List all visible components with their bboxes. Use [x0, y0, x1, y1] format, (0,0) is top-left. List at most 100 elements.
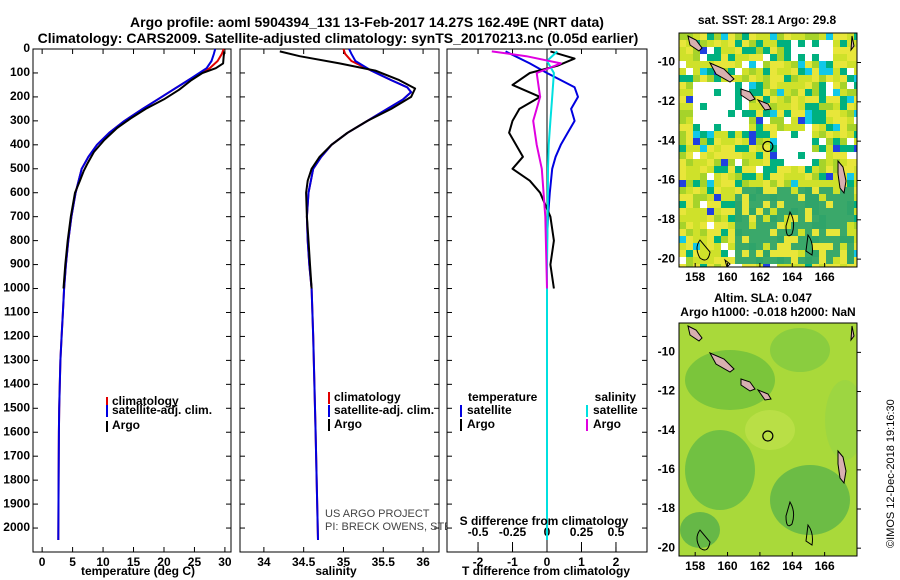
- x-tick-label: 1: [578, 555, 585, 569]
- sst-cell: [777, 124, 784, 131]
- salinity-x-axis: 34 34.5 35 35.5 36: [257, 49, 430, 569]
- sst-cell: [749, 61, 756, 68]
- sst-cell: [693, 33, 700, 40]
- sst-cell: [749, 236, 756, 243]
- sst-cell: [700, 152, 707, 159]
- sst-cell: [826, 201, 833, 208]
- x-tick-label: 30: [218, 555, 232, 569]
- sst-cell: [721, 236, 728, 243]
- sst-cell: [840, 257, 847, 264]
- sst-cell: [819, 264, 826, 267]
- sst-cell: [770, 40, 777, 47]
- sst-cell: [833, 166, 840, 173]
- sst-cell: [756, 54, 763, 61]
- sst-cell: [742, 131, 749, 138]
- sst-cell: [735, 257, 742, 264]
- sst-cell: [840, 110, 847, 117]
- map-x-tick-label: 166: [815, 270, 835, 284]
- sst-cell: [805, 264, 812, 267]
- sst-cell: [679, 257, 686, 264]
- map-x-tick-label: 158: [685, 559, 705, 573]
- sst-cell: [784, 82, 791, 89]
- sst-cell: [742, 68, 749, 75]
- sst-cell: [805, 180, 812, 187]
- sst-cell: [693, 159, 700, 166]
- sst-cell: [714, 33, 721, 40]
- sst-cell: [693, 180, 700, 187]
- sst-cell: [686, 208, 693, 215]
- sst-cell: [791, 82, 798, 89]
- sst-cell: [756, 180, 763, 187]
- sst-cell: [854, 194, 857, 201]
- sst-cell: [749, 117, 756, 124]
- sst-cell: [756, 138, 763, 145]
- sst-cell: [686, 75, 693, 82]
- sst-cell: [714, 222, 721, 229]
- sst-cell: [791, 208, 798, 215]
- sst-cell: [777, 264, 784, 267]
- sst-cell: [805, 250, 812, 257]
- sst-cell: [798, 187, 805, 194]
- sst-cell: [749, 89, 756, 96]
- sst-cell: [798, 250, 805, 257]
- sal-legend-argo-label: Argo: [334, 417, 362, 431]
- imos-credit: ©IMOS 12-Dec-2018 19:16:30: [885, 399, 897, 548]
- depth-tick-label: 1300: [3, 353, 30, 367]
- sst-cell: [784, 75, 791, 82]
- depth-tick-label: 100: [10, 65, 30, 79]
- sst-cell: [707, 173, 714, 180]
- sst-cell: [693, 243, 700, 250]
- sst-cell: [840, 75, 847, 82]
- sst-cell: [777, 243, 784, 250]
- sst-cell: [749, 82, 756, 89]
- sst-cell: [833, 33, 840, 40]
- sst-cell: [686, 124, 693, 131]
- sst-cell: [721, 243, 728, 250]
- sst-cell: [798, 61, 805, 68]
- depth-axis: 0 100 200 300 400 500 600 700 800 900 1000 1100 1200…: [3, 41, 231, 534]
- island-shape: [687, 35, 703, 52]
- sst-cell: [693, 103, 700, 110]
- sst-cell: [749, 208, 756, 215]
- sst-cell: [763, 194, 770, 201]
- sst-cell: [812, 124, 819, 131]
- sst-cell: [798, 180, 805, 187]
- sst-cell: [721, 145, 728, 152]
- sst-cell: [812, 33, 819, 40]
- sst-cell: [714, 257, 721, 264]
- map-y-tick-label: -14: [658, 133, 676, 147]
- sst-cell: [819, 47, 826, 54]
- sst-cell: [728, 173, 735, 180]
- sst-cell: [819, 250, 826, 257]
- sst-cell: [798, 110, 805, 117]
- sst-cell: [742, 47, 749, 54]
- sst-cell: [714, 180, 721, 187]
- sst-cell: [735, 124, 742, 131]
- sst-cell: [749, 54, 756, 61]
- sst-cell: [798, 89, 805, 96]
- sst-cell: [784, 47, 791, 54]
- sst-cell: [721, 82, 728, 89]
- sst-cell: [728, 110, 735, 117]
- sst-cell: [812, 47, 819, 54]
- sst-cell: [777, 187, 784, 194]
- sst-cell: [728, 33, 735, 40]
- depth-tick-label: 200: [10, 89, 30, 103]
- sst-cell: [742, 215, 749, 222]
- depth-tick-label: 0: [23, 41, 30, 55]
- sst-cell: [784, 264, 791, 267]
- sst-cell: [805, 61, 812, 68]
- sst-cell: [756, 159, 763, 166]
- sst-cell: [693, 75, 700, 82]
- sla-anomaly-blob: [685, 430, 755, 510]
- sst-cell: [714, 194, 721, 201]
- sst-cell: [749, 222, 756, 229]
- sst-cell: [707, 68, 714, 75]
- sst-cell: [833, 250, 840, 257]
- sst-cell: [679, 166, 686, 173]
- sst-cell: [728, 257, 735, 264]
- project-credit: US ARGO PROJECT: [325, 508, 430, 520]
- island-shape: [756, 388, 772, 401]
- sst-cell: [805, 68, 812, 75]
